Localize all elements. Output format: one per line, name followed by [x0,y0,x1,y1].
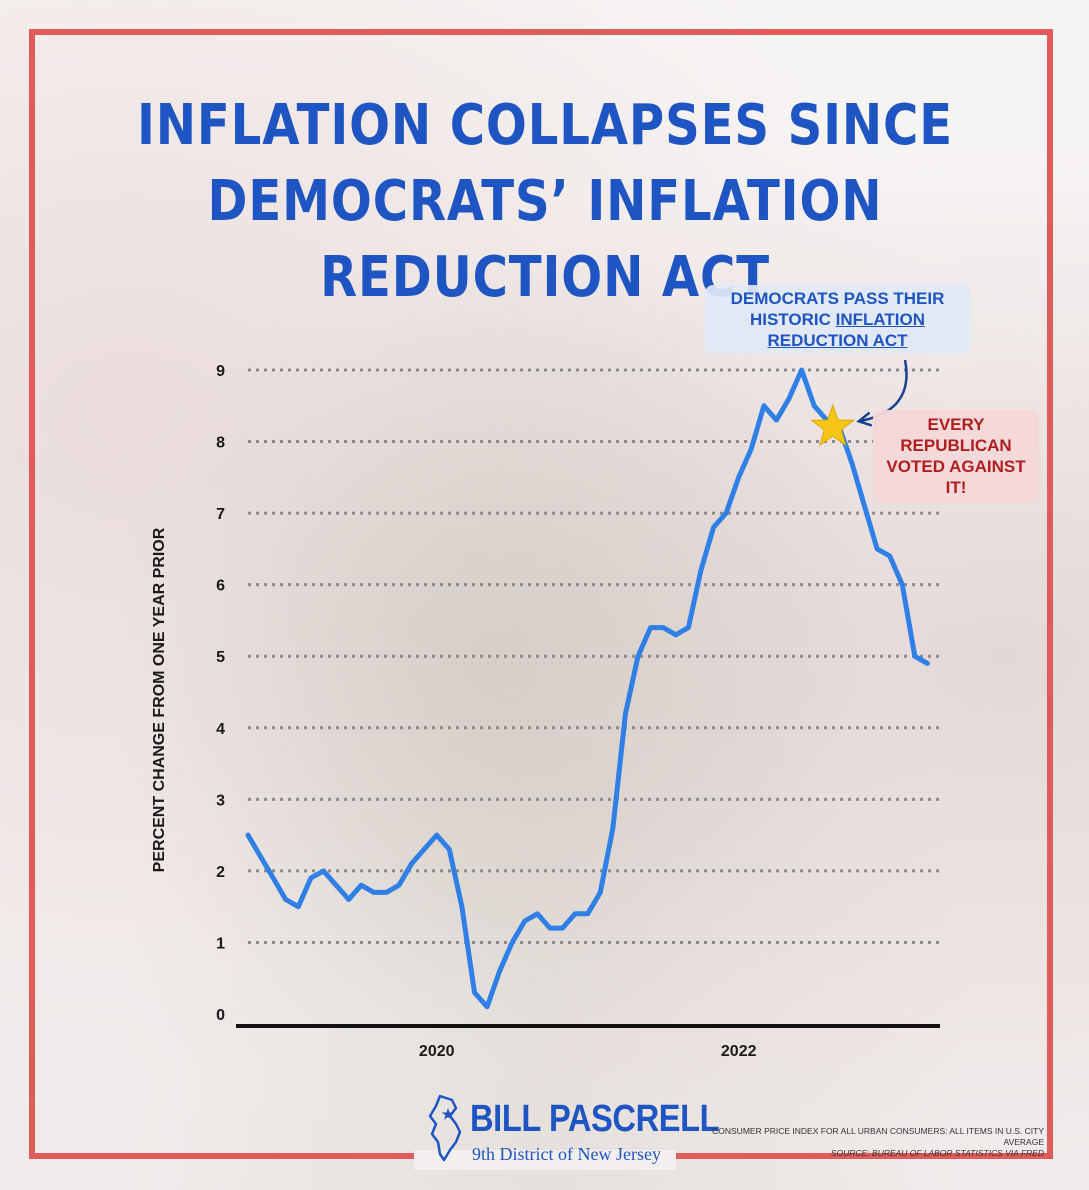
ira-annotation-link-2: REDUCTION ACT [767,331,908,350]
y-tick-label-9: 9 [216,363,225,380]
y-tick-label-7: 7 [216,506,225,523]
gop-line-3: VOTED AGAINST [886,457,1026,476]
y-tick-label-5: 5 [216,649,225,666]
y-tick-label-3: 3 [216,792,225,809]
frame-gap-for-logo [414,1150,676,1170]
annotation-arrow-head [856,411,873,427]
x-tick-label-2022: 2022 [721,1043,757,1060]
source-note: CONSUMER PRICE INDEX FOR ALL URBAN CONSU… [684,1126,1044,1159]
annotation-arrow [858,359,908,423]
gop-line-2: REPUBLICAN [900,436,1012,455]
source-line-1: CONSUMER PRICE INDEX FOR ALL URBAN CONSU… [712,1126,1044,1147]
gridlines [248,368,940,944]
series-line-cpi [245,367,930,1010]
ira-annotation-link-1: INFLATION [835,310,926,329]
logo-subtitle: 9th District of New Jersey [472,1144,661,1164]
y-tick-label-4: 4 [216,721,225,738]
star-icon [810,403,856,447]
ira-annotation-line-1: DEMOCRATS PASS THEIR [730,289,945,308]
y-tick-label-2: 2 [216,864,225,881]
page-title: INFLATION COLLAPSES SINCE DEMOCRATS’ INF… [136,93,954,310]
logo-name: BILL PASCRELL [470,1098,720,1140]
republican-annotation: EVERY REPUBLICAN VOTED AGAINST IT! [873,410,1039,502]
ira-annotation-line-2: HISTORIC INFLATION [711,309,964,330]
gop-line-1: EVERY [927,415,985,434]
y-tick-label-8: 8 [216,435,225,452]
y-tick-label-6: 6 [216,578,225,595]
gop-line-4: IT! [945,478,967,497]
ira-annotation: DEMOCRATS PASS THEIR HISTORIC INFLATION … [705,285,970,354]
y-tick-labels: 0 1 2 3 4 5 6 7 8 9 [216,363,225,1024]
ira-annotation-prefix: HISTORIC [749,310,836,329]
y-tick-label-1: 1 [216,935,225,952]
x-tick-labels: 2020 2022 [419,1043,757,1060]
x-tick-label-2020: 2020 [419,1043,455,1060]
source-line-2: SOURCE: BUREAU OF LABOR STATISTICS VIA F… [830,1148,1044,1158]
y-tick-label-0: 0 [216,1007,225,1024]
new-jersey-state-icon [428,1094,462,1162]
